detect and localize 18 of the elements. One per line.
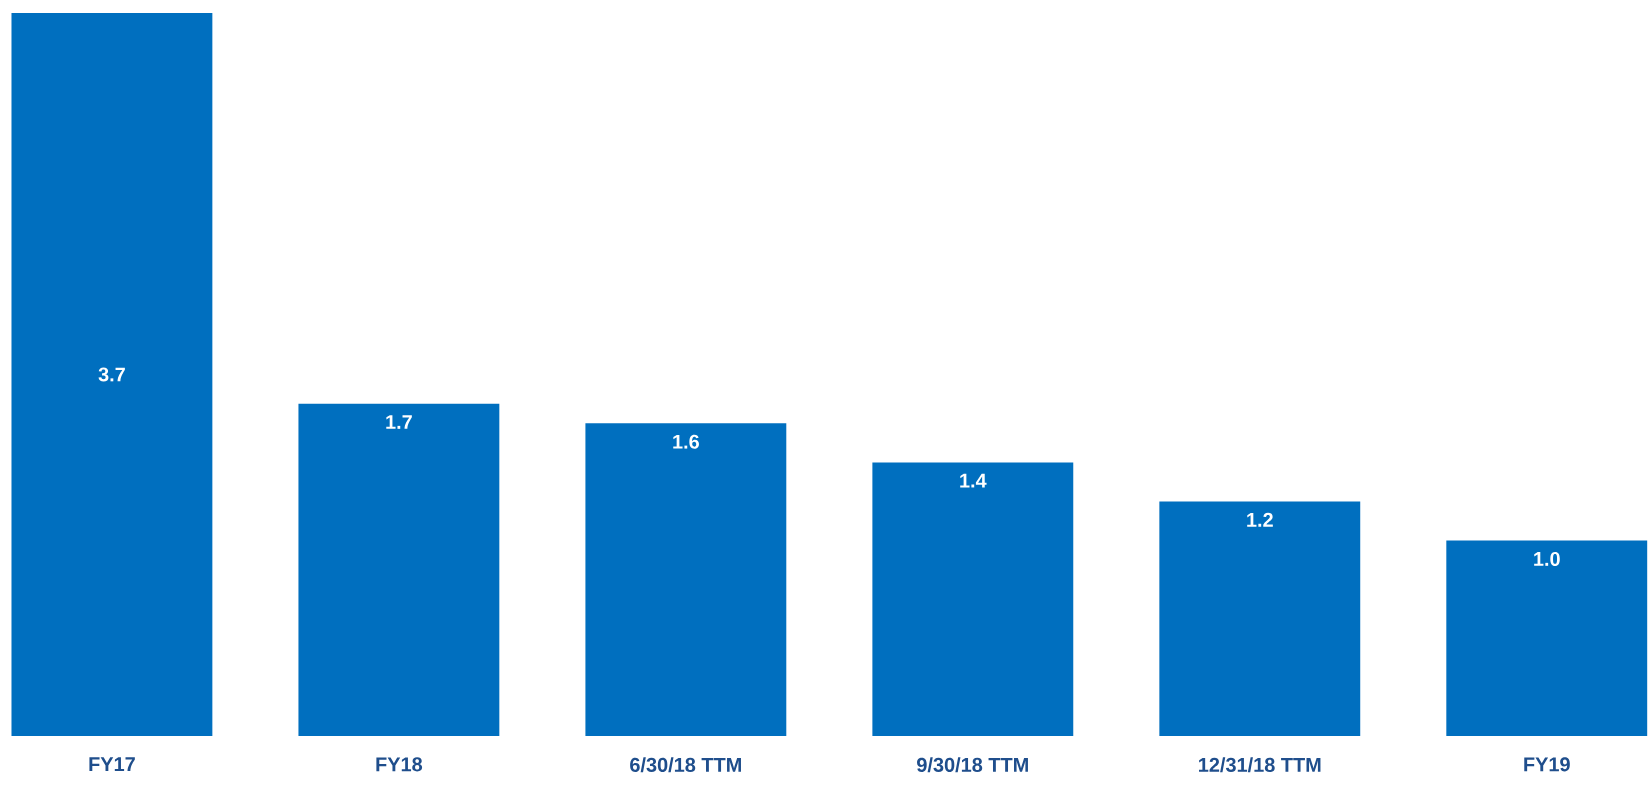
x-tick-label: 6/30/18 TTM <box>630 757 741 773</box>
data-label: 1.0 <box>1534 551 1560 567</box>
x-tick-label: FY17 <box>89 757 135 772</box>
bar <box>585 423 787 736</box>
data-label: 1.6 <box>673 434 699 449</box>
data-label: 1.2 <box>1247 512 1273 527</box>
x-tick-label: 9/30/18 TTM <box>917 757 1028 773</box>
bar <box>872 462 1074 736</box>
bar <box>1159 501 1361 736</box>
data-label: 3.7 <box>98 367 125 382</box>
x-tick-label: FY18 <box>376 757 423 772</box>
bar <box>298 403 500 736</box>
bar <box>1446 540 1648 736</box>
x-tick-label: 12/31/18 TTM <box>1199 757 1321 773</box>
data-label: 1.4 <box>960 473 987 488</box>
x-tick-label: FY19 <box>1524 757 1570 772</box>
bar <box>11 12 213 736</box>
data-label: 1.7 <box>386 415 412 429</box>
